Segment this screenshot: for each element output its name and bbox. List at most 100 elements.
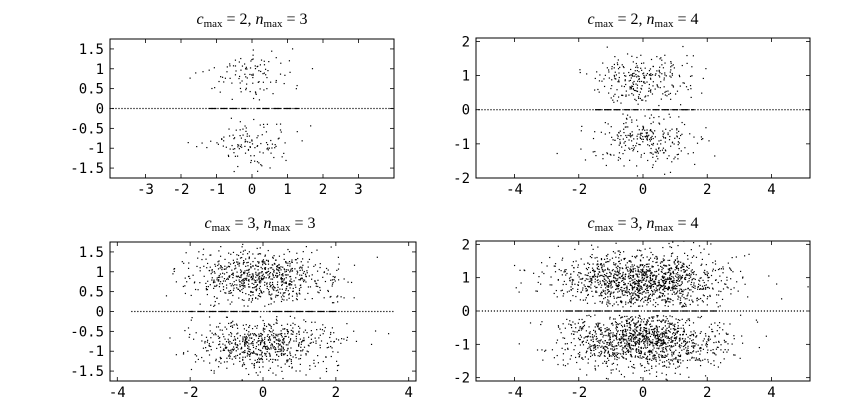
panel-2-point	[648, 90, 650, 92]
panel-3-point	[239, 335, 241, 337]
panel-4-point	[605, 283, 607, 285]
panel-3-point	[336, 360, 338, 362]
panel-4-point	[691, 286, 693, 288]
panel-3-point	[240, 251, 242, 253]
panel-3-point	[218, 310, 220, 313]
panel-4-point	[634, 338, 636, 340]
panel-4-point	[607, 286, 609, 288]
panel-3-point	[169, 337, 171, 339]
panel-4-point	[674, 372, 676, 374]
panel-4-point	[682, 293, 684, 296]
panel-4-point	[585, 341, 587, 343]
panel-1-point	[263, 89, 265, 91]
panel-3-point	[252, 294, 254, 296]
panel-3-point	[244, 286, 246, 288]
panel-3-point	[311, 333, 313, 335]
panel-3-point	[316, 329, 318, 331]
panel-4-point	[641, 275, 643, 277]
panel-4-point	[610, 323, 613, 325]
panel-3-point	[268, 273, 271, 275]
panel-3-point	[248, 346, 250, 348]
panel-2-point	[652, 144, 654, 146]
panel-4-point	[588, 286, 591, 288]
panel-3-point	[255, 310, 257, 313]
panel-3-point	[293, 280, 295, 282]
panel-3-point	[267, 323, 270, 325]
panel-4-point	[589, 346, 591, 348]
panel-2-point	[635, 145, 637, 147]
panel-1: cmax = 2, nmax = 3 -3 -2 -1 0 1 2 31.510.50-0.…	[70, 11, 395, 198]
panel-4-point	[639, 271, 642, 273]
panel-4-point	[646, 284, 648, 286]
panel-2-point	[625, 134, 627, 137]
panel-4-point	[648, 281, 650, 283]
panel-3-point	[248, 251, 250, 253]
panel-1-point	[262, 152, 264, 154]
panel-3-point	[260, 333, 263, 335]
panel-4-point	[638, 342, 641, 344]
panel-3-point	[292, 330, 294, 332]
panel-4-point	[611, 348, 613, 350]
panel-4-point	[637, 294, 639, 297]
panel-1-point	[145, 107, 147, 110]
panel-4-point	[599, 300, 601, 303]
panel-2-point	[685, 86, 688, 88]
panel-4-point	[644, 344, 646, 346]
panel-3-point	[245, 338, 247, 340]
panel-4-point	[644, 338, 646, 340]
panel-4-point	[668, 286, 671, 289]
panel-3-point	[236, 346, 238, 348]
panel-4-point	[720, 268, 723, 270]
panel-3-point	[277, 359, 279, 361]
panel-4-point	[613, 297, 615, 299]
panel-4-point	[600, 339, 602, 341]
panel-4-point	[514, 310, 517, 312]
panel-3-point	[262, 277, 264, 280]
panel-3-point	[248, 326, 250, 328]
panel-3-point	[172, 273, 174, 275]
panel-4-point	[681, 342, 683, 344]
panel-4-point	[712, 262, 714, 264]
panel-3-point	[258, 357, 260, 359]
panel-2-point	[620, 102, 622, 104]
panel-4-point	[697, 359, 699, 361]
panel-3-point	[287, 310, 289, 313]
panel-3-point	[263, 276, 265, 278]
panel-4-point	[624, 310, 626, 312]
panel-4-point	[618, 257, 620, 259]
panel-2-point	[667, 132, 669, 134]
panel-1-ytick-label: -1.5	[70, 161, 104, 177]
panel-4-point	[656, 261, 658, 263]
panel-4-point	[496, 310, 499, 312]
panel-4-point	[698, 280, 701, 282]
panel-4-point	[653, 316, 655, 318]
panel-3-point	[261, 268, 263, 270]
panel-2-point	[599, 74, 601, 76]
panel-1-point	[258, 107, 260, 110]
panel-4-point	[666, 318, 668, 320]
panel-1-point	[298, 107, 300, 110]
panel-4-point	[597, 279, 599, 281]
panel-4-point	[676, 336, 678, 338]
panel-2-point	[640, 99, 643, 101]
panel-3-point	[281, 279, 283, 281]
panel-4-point	[649, 351, 651, 354]
panel-4-point	[634, 328, 636, 330]
panel-3-point	[241, 274, 243, 276]
panel-3-point	[277, 289, 279, 291]
panel-3-point	[219, 255, 222, 257]
panel-4-point	[591, 282, 593, 284]
panel-4-point	[621, 326, 624, 328]
panel-2-point	[608, 77, 610, 79]
panel-3-point	[298, 331, 300, 333]
panel-2-point	[629, 132, 631, 135]
panel-4-point	[560, 270, 562, 272]
panel-4-point	[646, 271, 648, 273]
panel-4-point	[629, 310, 631, 312]
panel-3-point	[239, 310, 241, 313]
panel-3-point	[276, 276, 278, 278]
panel-4-point	[620, 324, 623, 326]
panel-2-point	[682, 82, 684, 84]
panel-4-point	[574, 323, 576, 325]
panel-1-point	[319, 107, 321, 110]
